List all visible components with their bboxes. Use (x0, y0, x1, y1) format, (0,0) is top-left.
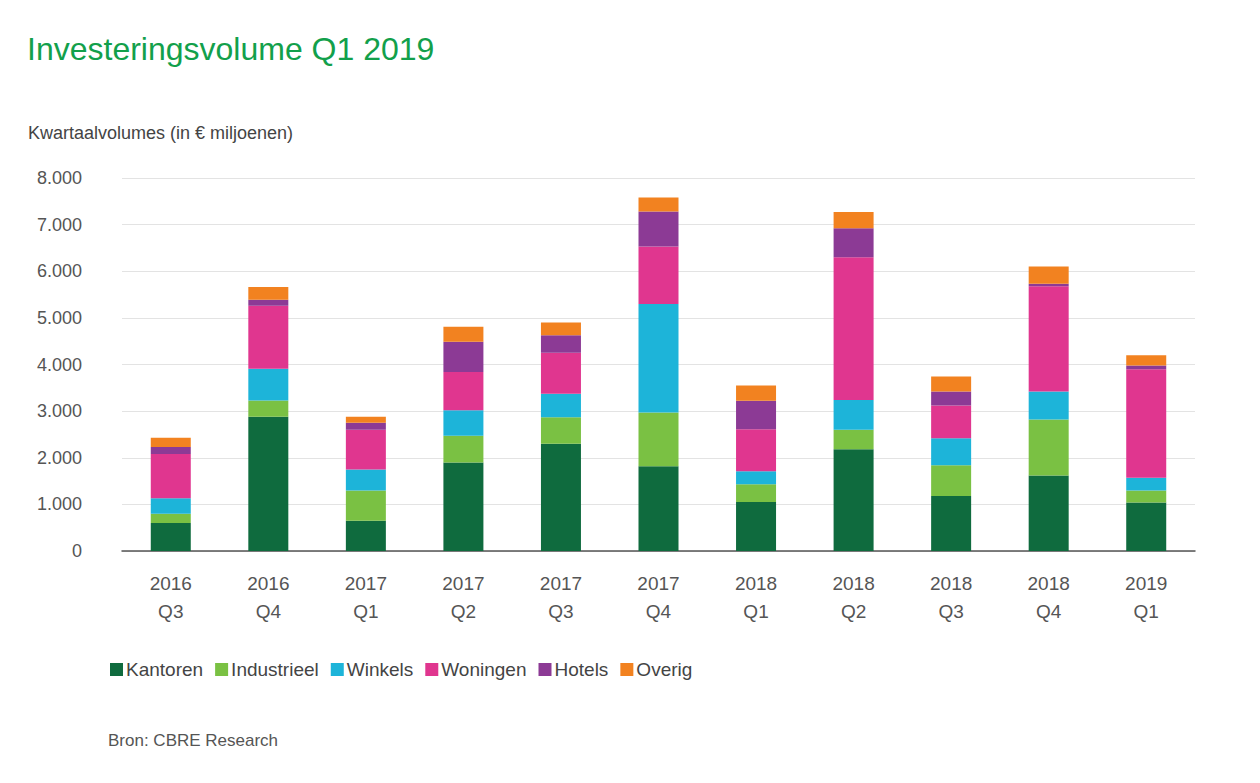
svg-text:Q1: Q1 (743, 601, 768, 622)
svg-text:1.000: 1.000 (37, 494, 82, 514)
svg-text:Q4: Q4 (1036, 601, 1062, 622)
svg-text:0: 0 (72, 541, 82, 561)
svg-text:Q3: Q3 (548, 601, 573, 622)
svg-text:Q3: Q3 (158, 601, 183, 622)
svg-text:4.000: 4.000 (37, 355, 82, 375)
svg-text:2017: 2017 (637, 573, 679, 594)
svg-text:2017: 2017 (442, 573, 484, 594)
svg-text:2018: 2018 (930, 573, 972, 594)
svg-text:2016: 2016 (247, 573, 289, 594)
svg-text:2017: 2017 (540, 573, 582, 594)
svg-text:2018: 2018 (1028, 573, 1070, 594)
svg-text:2016: 2016 (150, 573, 192, 594)
svg-text:Investeringsvolume Q1 2019: Investeringsvolume Q1 2019 (27, 31, 434, 67)
svg-text:6.000: 6.000 (37, 261, 82, 281)
svg-text:2019: 2019 (1125, 573, 1167, 594)
svg-text:8.000: 8.000 (37, 168, 82, 188)
svg-text:Q4: Q4 (646, 601, 672, 622)
svg-text:2018: 2018 (832, 573, 874, 594)
svg-text:3.000: 3.000 (37, 401, 82, 421)
svg-text:Q3: Q3 (938, 601, 963, 622)
svg-text:Q2: Q2 (841, 601, 866, 622)
svg-text:Kantoren: Kantoren (126, 659, 203, 680)
svg-text:2.000: 2.000 (37, 448, 82, 468)
svg-text:Woningen: Woningen (441, 659, 526, 680)
svg-text:Overig: Overig (636, 659, 692, 680)
svg-text:2018: 2018 (735, 573, 777, 594)
svg-text:Kwartaalvolumes (in € miljoene: Kwartaalvolumes (in € miljoenen) (28, 123, 293, 143)
svg-text:7.000: 7.000 (37, 215, 82, 235)
svg-text:Q1: Q1 (353, 601, 378, 622)
svg-text:Q4: Q4 (256, 601, 282, 622)
svg-text:Winkels: Winkels (347, 659, 414, 680)
svg-text:2017: 2017 (345, 573, 387, 594)
svg-text:Q1: Q1 (1134, 601, 1159, 622)
svg-text:Hotels: Hotels (554, 659, 608, 680)
svg-text:5.000: 5.000 (37, 308, 82, 328)
svg-text:Bron: CBRE Research: Bron: CBRE Research (108, 731, 278, 750)
svg-text:Industrieel: Industrieel (231, 659, 319, 680)
svg-text:Q2: Q2 (451, 601, 476, 622)
